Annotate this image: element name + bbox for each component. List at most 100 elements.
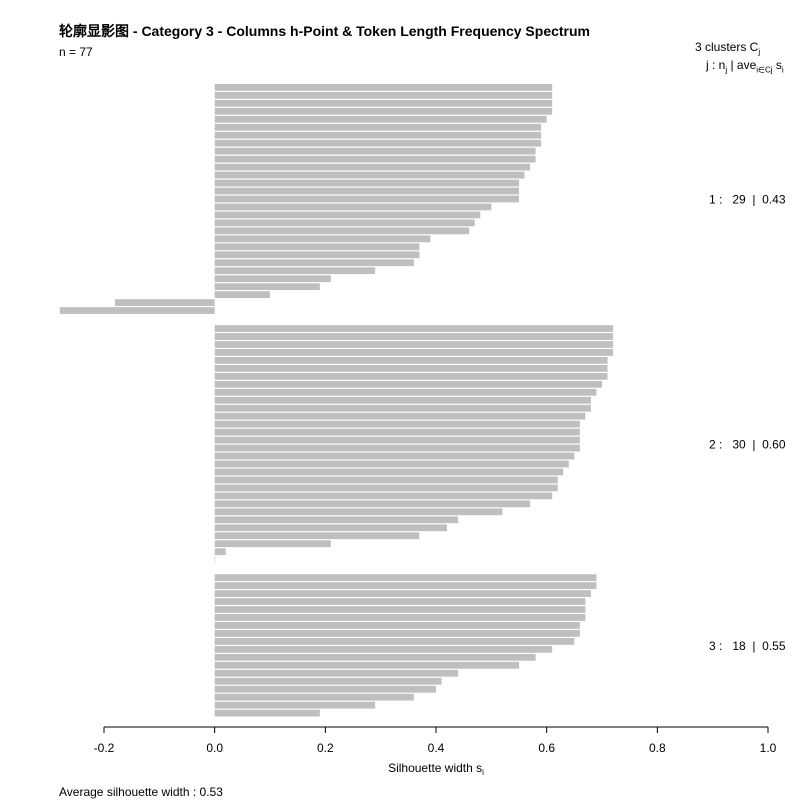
bar-c2-4 bbox=[214, 349, 614, 356]
x-axis-label-text: Silhouette width s bbox=[388, 761, 482, 775]
bar-c3-8 bbox=[214, 630, 580, 637]
bar-c3-6 bbox=[214, 614, 586, 621]
bar-c3-4 bbox=[214, 598, 586, 605]
clusters-header-text: 3 clusters C bbox=[695, 40, 759, 54]
bar-c1-21 bbox=[214, 243, 420, 251]
bar-c2-19 bbox=[214, 468, 564, 476]
bar-c2-2 bbox=[214, 333, 614, 340]
bar-c2-1 bbox=[214, 325, 614, 332]
bar-c3-9 bbox=[214, 637, 575, 645]
bar-c1-18 bbox=[214, 219, 475, 227]
bar-c1-24 bbox=[214, 267, 376, 275]
stats-header-suffix: s bbox=[772, 58, 782, 72]
bar-c2-30 bbox=[214, 556, 216, 564]
bar-c1-28 bbox=[115, 299, 215, 306]
bar-c1-17 bbox=[214, 211, 481, 219]
bar-c1-13 bbox=[214, 179, 519, 187]
bar-c2-18 bbox=[214, 460, 569, 468]
bar-c1-27 bbox=[214, 291, 270, 299]
bar-c2-7 bbox=[214, 372, 608, 380]
bar-c2-6 bbox=[214, 364, 608, 372]
bar-c3-5 bbox=[214, 606, 586, 613]
bar-c3-12 bbox=[214, 661, 519, 669]
bar-c1-1 bbox=[214, 84, 553, 91]
bar-c3-7 bbox=[214, 622, 580, 629]
stats-header-sub1: j bbox=[725, 65, 728, 75]
bar-c1-4 bbox=[214, 107, 553, 115]
bar-c2-3 bbox=[214, 341, 614, 348]
bar-c1-11 bbox=[214, 163, 531, 171]
average-silhouette-label: Average silhouette width : 0.53 bbox=[59, 785, 223, 799]
bar-c1-25 bbox=[214, 275, 331, 283]
x-tick-label-6: 0.8 bbox=[649, 741, 666, 755]
bar-c1-23 bbox=[214, 259, 414, 267]
bar-c1-29 bbox=[59, 307, 215, 314]
bar-c2-25 bbox=[214, 516, 459, 524]
x-tick-label-5: 0.6 bbox=[538, 741, 555, 755]
bar-c2-27 bbox=[214, 532, 420, 540]
n-count-label: n = 77 bbox=[59, 45, 93, 59]
chart-title: 轮廓显影图 - Category 3 - Columns h-Point & T… bbox=[59, 23, 591, 39]
bar-c3-3 bbox=[214, 590, 591, 597]
bar-c3-11 bbox=[214, 653, 536, 661]
bar-c3-18 bbox=[214, 709, 320, 717]
bar-c2-11 bbox=[214, 404, 591, 412]
cluster-label-2: 2 : 30 | 0.60 bbox=[709, 438, 786, 452]
cluster-labels-group: 1 : 29 | 0.43 2 : 30 | 0.60 3 : 18 | 0.55 bbox=[709, 193, 786, 653]
clusters-header: 3 clusters Cj bbox=[695, 40, 760, 56]
bar-c2-29 bbox=[214, 548, 226, 556]
bars-group bbox=[59, 84, 614, 717]
x-axis: -0.2 0.0 0.2 0.4 0.6 0.8 1.0 bbox=[94, 726, 777, 755]
bar-c3-14 bbox=[214, 677, 442, 685]
bar-c1-3 bbox=[214, 99, 553, 107]
bar-c1-5 bbox=[214, 115, 547, 123]
x-tick-label-3: 0.2 bbox=[317, 741, 334, 755]
bar-c2-10 bbox=[214, 396, 591, 404]
bar-c1-14 bbox=[214, 187, 519, 195]
bar-c2-12 bbox=[214, 412, 586, 420]
bar-c2-9 bbox=[214, 388, 597, 396]
cluster-label-1: 1 : 29 | 0.43 bbox=[709, 193, 786, 207]
bar-c2-5 bbox=[214, 357, 608, 364]
bar-c3-2 bbox=[214, 582, 597, 589]
x-axis-label-sub: i bbox=[482, 768, 484, 777]
bar-c1-2 bbox=[214, 91, 553, 99]
bar-c2-28 bbox=[214, 540, 331, 548]
bar-c2-24 bbox=[214, 508, 503, 516]
bar-c2-23 bbox=[214, 500, 531, 508]
bar-c1-20 bbox=[214, 235, 431, 243]
stats-header-prefix: j : n bbox=[706, 58, 726, 72]
bar-c1-22 bbox=[214, 251, 420, 259]
bar-c2-16 bbox=[214, 444, 580, 452]
bar-c1-12 bbox=[214, 171, 525, 179]
bar-c2-21 bbox=[214, 484, 558, 492]
stats-header-mid: | ave bbox=[727, 58, 757, 72]
bar-c1-26 bbox=[214, 283, 320, 291]
bar-c2-14 bbox=[214, 428, 580, 436]
bar-c3-15 bbox=[214, 685, 436, 693]
bar-c1-16 bbox=[214, 203, 492, 211]
bar-c3-10 bbox=[214, 645, 553, 653]
bar-c1-15 bbox=[214, 195, 519, 203]
bar-c1-8 bbox=[214, 139, 542, 147]
x-tick-label-1: -0.2 bbox=[94, 741, 115, 755]
bar-c3-16 bbox=[214, 693, 414, 701]
x-tick-label-4: 0.4 bbox=[428, 741, 445, 755]
x-tick-label-7: 1.0 bbox=[760, 741, 777, 755]
cluster-label-3: 3 : 18 | 0.55 bbox=[709, 639, 786, 653]
x-tick-label-2: 0.0 bbox=[206, 741, 223, 755]
bar-c3-17 bbox=[214, 701, 376, 709]
bar-c2-26 bbox=[214, 524, 448, 532]
bar-c1-9 bbox=[214, 147, 536, 155]
bar-c2-15 bbox=[214, 436, 580, 444]
bar-c3-13 bbox=[214, 669, 459, 677]
bar-c1-7 bbox=[214, 131, 542, 139]
x-axis-label: Silhouette width si bbox=[388, 761, 484, 777]
bar-c2-13 bbox=[214, 420, 580, 428]
bar-c3-1 bbox=[214, 574, 597, 582]
bar-c2-17 bbox=[214, 452, 575, 460]
bar-c1-19 bbox=[214, 227, 470, 235]
bar-c2-22 bbox=[214, 492, 553, 500]
clusters-stats-header: j : nj | avei∈Cj si bbox=[706, 58, 784, 74]
